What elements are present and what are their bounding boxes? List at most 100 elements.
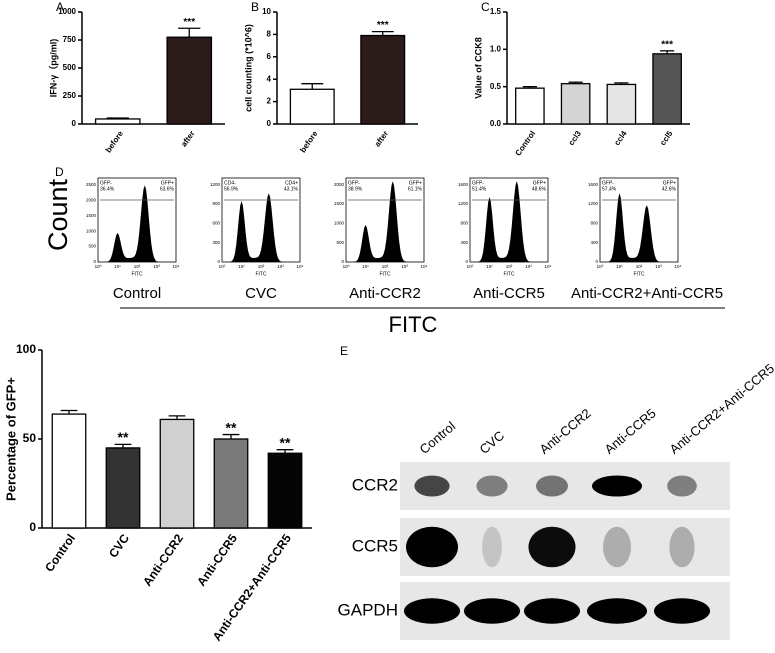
bar bbox=[560, 83, 591, 125]
flow-y-tick-label: 300 bbox=[212, 240, 220, 245]
x-tick-label: ccl3 bbox=[567, 129, 584, 147]
blot-band bbox=[592, 475, 642, 497]
gate-name: GFP+ bbox=[663, 180, 676, 186]
blot-band bbox=[669, 526, 695, 568]
significance: *** bbox=[661, 39, 673, 50]
x-tick-label: Control bbox=[514, 129, 538, 157]
y-tick-label: 0.5 bbox=[490, 82, 502, 91]
y-tick-label: 500 bbox=[63, 63, 77, 72]
error-bar bbox=[371, 30, 394, 36]
flow-y-tick-label: 1500 bbox=[86, 213, 97, 218]
panel-label: C bbox=[481, 0, 490, 14]
flow-x-tick-label: 10² bbox=[636, 264, 643, 269]
x-tick-label: after bbox=[373, 129, 390, 148]
flow-y-tick-label: 0 bbox=[465, 259, 468, 264]
y-tick-label: 250 bbox=[63, 91, 77, 100]
row-label: CCR2 bbox=[352, 475, 398, 494]
y-tick-label: 6 bbox=[267, 52, 272, 61]
flow-axis-label: FITC bbox=[131, 271, 142, 277]
gate-name: GFP- bbox=[348, 180, 360, 186]
flow-x-tick-label: 10¹ bbox=[362, 264, 369, 269]
y-tick-label: 4 bbox=[267, 74, 272, 83]
flow-y-tick-label: 800 bbox=[590, 221, 598, 226]
panel-label: A bbox=[56, 0, 64, 14]
flow-y-tick-label: 1500 bbox=[334, 201, 345, 206]
flow-y-tick-label: 0 bbox=[93, 259, 96, 264]
lane-label: Anti-CCR5 bbox=[601, 406, 658, 457]
flow-y-tick-label: 500 bbox=[88, 244, 96, 249]
lane-label: Control bbox=[416, 418, 458, 456]
flow-y-tick-label: 2000 bbox=[334, 182, 345, 187]
flow-x-tick-label: 10² bbox=[382, 264, 389, 269]
blot-band bbox=[536, 475, 568, 497]
blot-band bbox=[587, 598, 647, 624]
bar bbox=[515, 87, 545, 125]
flow-y-tick-label: 1200 bbox=[588, 201, 599, 206]
blot-band bbox=[406, 526, 458, 568]
x-tick-label: Anti-CCR2 bbox=[140, 531, 186, 588]
flow-x-tick-label: 10¹ bbox=[486, 264, 493, 269]
flow-x-tick-label: 10⁴ bbox=[421, 264, 428, 269]
error-bar bbox=[614, 82, 629, 85]
bar bbox=[94, 118, 141, 125]
bar bbox=[360, 34, 406, 125]
bar bbox=[159, 418, 195, 529]
flow-y-tick-label: 0 bbox=[595, 259, 598, 264]
flow-y-tick-label: 1600 bbox=[458, 182, 469, 187]
y-tick-label: 0.0 bbox=[490, 119, 502, 128]
flow-y-tick-label: 0 bbox=[217, 259, 220, 264]
blot-band bbox=[603, 526, 631, 568]
x-tick-label: ccl5 bbox=[658, 129, 675, 147]
flow-histogram bbox=[346, 181, 424, 262]
gate-name: GFP+ bbox=[409, 180, 422, 186]
significance: ** bbox=[226, 419, 237, 435]
significance: ** bbox=[118, 429, 129, 445]
flow-x-tick-label: 10⁴ bbox=[173, 264, 180, 269]
flow-y-tick-label: 900 bbox=[212, 201, 220, 206]
flow-axis-label: FITC bbox=[633, 271, 644, 277]
flow-x-tick-label: 10³ bbox=[525, 264, 532, 269]
flow-x-tick-label: 10⁰ bbox=[597, 264, 604, 269]
error-bar bbox=[660, 50, 675, 54]
error-bar bbox=[222, 433, 240, 439]
flow-x-tick-label: 10⁴ bbox=[675, 264, 682, 269]
lane-label: Anti-CCR2+Anti-CCR5 bbox=[666, 361, 775, 457]
flow-axis-label: FITC bbox=[255, 271, 266, 277]
gate-name: GFP- bbox=[602, 180, 614, 186]
flow-x-tick-label: 10² bbox=[134, 264, 141, 269]
error-bar bbox=[276, 449, 294, 454]
flow-y-tick-label: 1000 bbox=[86, 228, 97, 233]
blot-band bbox=[528, 526, 576, 568]
flow-y-tick-label: 600 bbox=[212, 221, 220, 226]
flow-x-tick-label: 10³ bbox=[655, 264, 662, 269]
bar bbox=[105, 447, 141, 529]
y-tick-label: 0 bbox=[267, 119, 272, 128]
bar bbox=[289, 88, 335, 125]
bar bbox=[213, 438, 249, 529]
gate-name: GFP- bbox=[472, 180, 484, 186]
gate-percent: 43.1% bbox=[284, 186, 299, 192]
gate-percent: 48.6% bbox=[532, 186, 547, 192]
significance: *** bbox=[377, 20, 389, 31]
flow-y-tick-label: 2500 bbox=[86, 182, 97, 187]
flow-axis-label: FITC bbox=[379, 271, 390, 277]
blot-band bbox=[404, 598, 460, 624]
y-tick-label: 0 bbox=[29, 520, 36, 534]
flow-x-tick-label: 10³ bbox=[277, 264, 284, 269]
flow-y-tick-label: 400 bbox=[460, 240, 468, 245]
y-tick-label: 8 bbox=[267, 30, 272, 39]
flow-y-tick-label: 1000 bbox=[334, 221, 345, 226]
sample-label: Anti-CCR2+Anti-CCR5 bbox=[571, 285, 723, 302]
flow-x-tick-label: 10³ bbox=[401, 264, 408, 269]
flow-y-label: Count bbox=[43, 178, 73, 251]
bar bbox=[51, 413, 87, 529]
flow-histogram bbox=[222, 193, 300, 262]
gate-percent: 36.4% bbox=[100, 186, 115, 192]
bar bbox=[652, 53, 682, 125]
y-tick-label: 1.5 bbox=[490, 7, 502, 16]
y-axis-label: IFN-γ（pg/ml) bbox=[48, 39, 58, 98]
blot-band bbox=[476, 475, 508, 497]
bar bbox=[606, 83, 637, 125]
x-tick-label: Anti-CCR5 bbox=[194, 531, 240, 588]
